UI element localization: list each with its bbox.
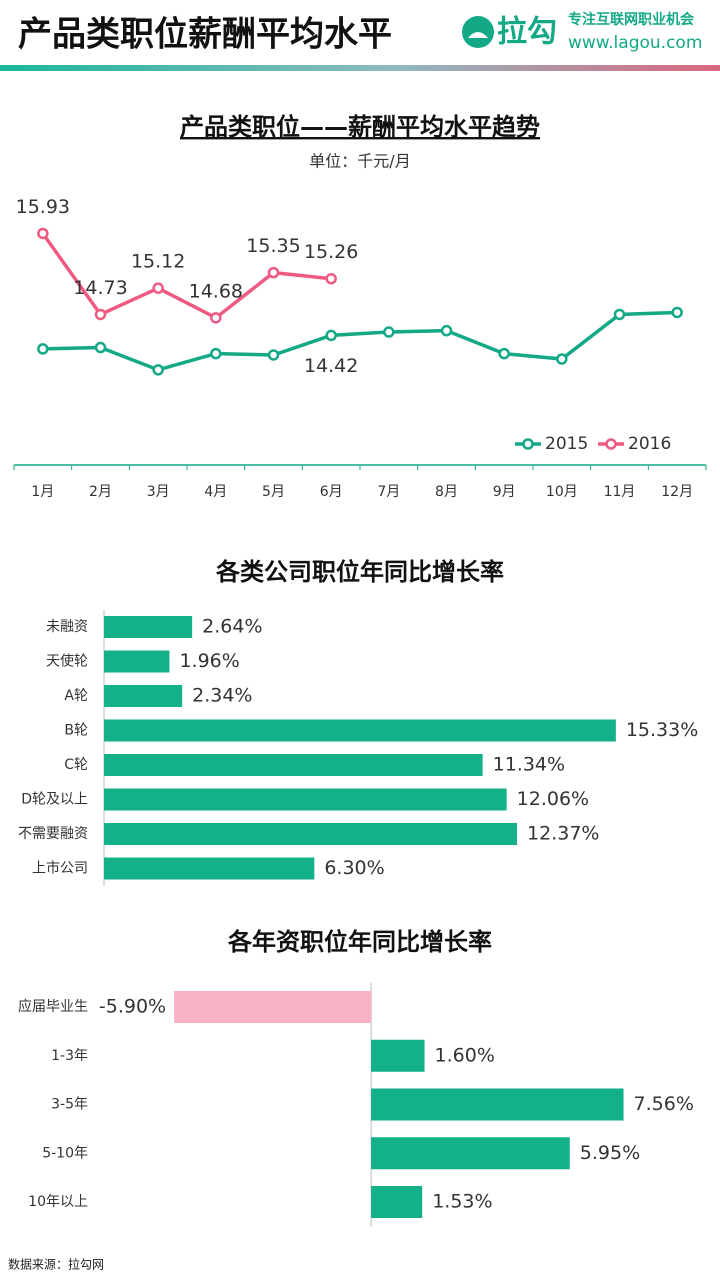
bar: [104, 719, 616, 742]
bar: [104, 823, 518, 845]
data-label: 12.06%: [517, 788, 589, 810]
data-point: [325, 272, 337, 285]
y-tick-label: 3-5年: [51, 1097, 88, 1113]
data-label: 5.95%: [580, 1142, 640, 1164]
x-tick-label: 1月: [31, 484, 54, 500]
bar: [174, 991, 372, 1023]
y-tick-label: B轮: [64, 723, 88, 739]
y-tick-label: 1-3年: [51, 1048, 88, 1064]
data-label: 11.34%: [493, 754, 565, 776]
y-tick-label: 天使轮: [46, 653, 88, 670]
data-point: [210, 312, 222, 324]
data-point: [671, 306, 683, 319]
slogan: 专注互联网职业机会: [568, 11, 695, 28]
y-tick-label: C轮: [64, 757, 88, 773]
site-url: www.lagou.com: [568, 33, 702, 53]
data-label: 12.37%: [527, 823, 599, 845]
header-bar: [0, 65, 720, 71]
data-point: [152, 364, 164, 376]
logo-text: 拉勾: [497, 15, 557, 50]
x-tick-label: 12月: [661, 484, 693, 500]
x-tick-label: 10月: [546, 484, 578, 500]
data-label: 1.60%: [435, 1044, 495, 1066]
data-label: 15.93: [16, 196, 70, 218]
y-tick-label: 未融资: [46, 619, 88, 635]
data-label: 15.12: [131, 251, 185, 273]
data-label: 2.34%: [192, 685, 252, 707]
bar: [104, 754, 483, 776]
bar: [104, 685, 183, 707]
y-tick-label: 上市公司: [32, 860, 88, 877]
bar: [104, 616, 193, 638]
data-label: 15.33%: [626, 719, 698, 741]
page-title: 产品类职位薪酬平均水平: [18, 15, 392, 55]
data-point: [94, 308, 107, 321]
chart-title: 各类公司职位年同比增长率: [215, 558, 504, 586]
data-label: 15.26: [304, 241, 358, 263]
data-point: [383, 326, 395, 338]
x-tick-label: 11月: [604, 484, 636, 500]
bar: [371, 1039, 425, 1072]
y-tick-label: D轮及以上: [21, 792, 88, 808]
x-tick-label: 9月: [493, 484, 516, 500]
data-label: 15.35: [246, 235, 300, 257]
logo-icon-mark: [468, 32, 488, 38]
data-point: [325, 329, 337, 342]
data-point: [267, 349, 280, 361]
y-tick-label: 5-10年: [42, 1145, 88, 1161]
x-tick-label: 2月: [89, 484, 112, 500]
data-point: [556, 353, 568, 365]
data-label: 2.64%: [202, 616, 262, 638]
y-tick-label: 10年以上: [28, 1194, 88, 1210]
chart-title: 各年资职位年同比增长率: [227, 928, 492, 956]
data-point: [498, 347, 510, 360]
bar: [371, 1137, 570, 1170]
data-label: 1.53%: [432, 1191, 492, 1213]
x-tick-label: 3月: [147, 484, 170, 500]
x-tick-label: 8月: [435, 484, 458, 500]
data-label: -5.90%: [99, 996, 166, 1018]
bar: [104, 788, 507, 811]
legend-marker: [522, 438, 534, 450]
data-point: [267, 266, 280, 279]
x-tick-label: 4月: [204, 484, 227, 500]
data-label: 14.68: [189, 280, 243, 302]
x-tick-label: 7月: [377, 484, 400, 500]
y-tick-label: 应届毕业生: [18, 998, 88, 1015]
bar: [104, 857, 315, 880]
data-label: 14.42: [304, 355, 358, 377]
x-tick-label: 6月: [320, 484, 343, 500]
data-point: [210, 347, 222, 360]
series-line: [41, 232, 332, 320]
data-point: [440, 324, 453, 337]
x-tick-label: 5月: [262, 484, 285, 500]
data-point: [613, 308, 626, 321]
legend-marker: [605, 438, 617, 450]
data-point: [152, 282, 164, 294]
data-label: 7.56%: [634, 1093, 694, 1115]
chart-subtitle: 单位：千元/月: [309, 152, 410, 171]
legend-label: 2015: [545, 434, 588, 454]
data-point: [37, 227, 49, 240]
data-point: [37, 343, 49, 355]
y-tick-label: A轮: [64, 688, 88, 704]
source-note: 数据来源：拉勾网: [8, 1257, 104, 1272]
bar: [104, 650, 170, 673]
series-line: [42, 310, 678, 372]
bar: [371, 1088, 624, 1121]
bar: [371, 1186, 423, 1218]
y-tick-label: 不需要融资: [18, 826, 88, 842]
chart-title: 产品类职位——薪酬平均水平趋势: [180, 113, 540, 141]
data-label: 1.96%: [179, 650, 239, 672]
legend-label: 2016: [628, 434, 671, 454]
data-point: [94, 341, 107, 354]
data-label: 14.73: [73, 277, 127, 299]
data-label: 6.30%: [324, 857, 384, 879]
